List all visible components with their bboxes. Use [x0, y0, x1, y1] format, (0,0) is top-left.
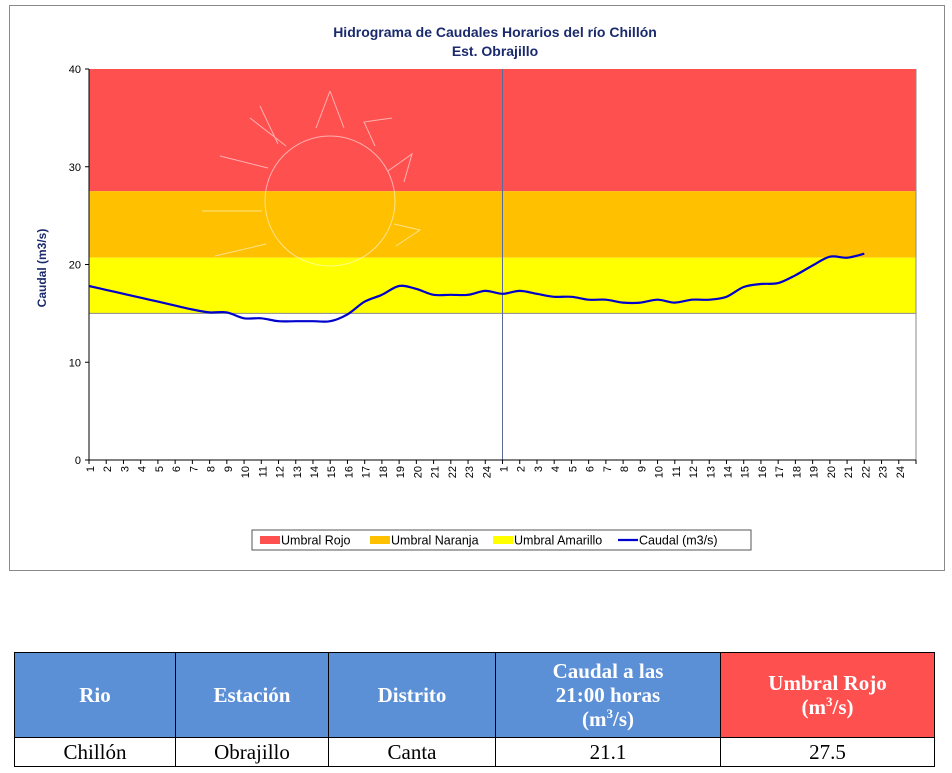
cell-estacion: Obrajillo: [175, 737, 329, 767]
header-caudal: Caudal a las 21:00 horas (m3/s): [495, 652, 721, 738]
x-tick-label: 7: [602, 466, 614, 472]
cell-distrito: Canta: [328, 737, 496, 767]
x-tick-label: 20: [412, 466, 424, 478]
chart-subtitle: Est. Obrajillo: [452, 43, 538, 59]
header-caudal-line2: 21:00 horas: [555, 682, 661, 707]
legend-swatch: [493, 536, 513, 544]
x-tick-label: 5: [567, 466, 579, 472]
x-tick-label: 16: [757, 466, 769, 478]
x-tick-label: 24: [895, 466, 907, 478]
hydrograph-chart: Hidrograma de Caudales Horarios del río …: [35, 24, 917, 551]
y-axis-label: Caudal (m3/s): [35, 229, 49, 308]
legend-swatch: [260, 536, 280, 544]
station-info-table: Rio Estación Distrito Caudal a las 21:00…: [14, 652, 935, 767]
y-tick-label: 40: [69, 64, 81, 76]
legend: Umbral Rojo Umbral Naranja Umbral Amarillo…: [251, 529, 752, 551]
x-tick-label: 21: [843, 466, 855, 478]
x-tick-label: 11: [257, 466, 269, 477]
y-tick-label: 10: [69, 357, 81, 369]
x-tick-label: 7: [188, 466, 200, 472]
x-tick-label: 12: [688, 466, 700, 478]
x-tick-label: 2: [102, 466, 114, 472]
x-tick-labels: 1 2 3 4 5 6 7 8 9 10 11 12 13 14 15 16 17 18 19 20 21 22 23 24 1…: [85, 466, 907, 478]
cell-umbral: 27.5: [720, 737, 935, 767]
x-tick-label: 16: [343, 466, 355, 478]
series-line-caudal: [88, 252, 865, 323]
x-tick-label: 19: [395, 466, 407, 478]
header-rio: Rio: [14, 652, 176, 738]
header-caudal-unit: (m3/s): [582, 706, 634, 732]
x-tick-label: 21: [430, 466, 442, 478]
x-tick-label: 12: [275, 466, 287, 478]
table-row: Chillón Obrajillo Canta 21.1 27.5: [14, 737, 935, 767]
chart-frame: Hidrograma de Caudales Horarios del río …: [9, 5, 945, 571]
x-tick-label: 4: [550, 466, 562, 472]
cell-caudal: 21.1: [495, 737, 721, 767]
x-tick-label: 1: [499, 466, 511, 472]
y-tick-label: 0: [75, 455, 81, 467]
legend-label: Umbral Naranja: [391, 534, 479, 548]
x-tick-label: 8: [619, 466, 631, 472]
legend-label: Umbral Rojo: [281, 534, 351, 548]
x-tick-label: 14: [722, 466, 734, 478]
x-tick-label: 14: [309, 466, 321, 478]
x-tick-label: 10: [240, 466, 252, 478]
x-tick-label: 5: [154, 466, 166, 472]
y-tick-label: 20: [69, 260, 81, 272]
chart-title: Hidrograma de Caudales Horarios del río …: [333, 24, 657, 40]
header-distrito: Distrito: [328, 652, 496, 738]
x-tick-label: 9: [223, 466, 235, 472]
x-tick-label: 17: [774, 466, 786, 478]
x-tick-label: 3: [533, 466, 545, 472]
x-tick-label: 4: [137, 466, 149, 472]
caudal-series: [88, 252, 865, 323]
x-tick-label: 11: [671, 466, 683, 477]
legend-swatch: [370, 536, 390, 544]
cell-rio: Chillón: [14, 737, 176, 767]
y-tick-label: 30: [69, 162, 81, 174]
x-tick-label: 15: [326, 466, 338, 478]
x-tick-label: 9: [636, 466, 648, 472]
header-caudal-line1: Caudal a las: [552, 658, 664, 683]
header-estacion: Estación: [175, 652, 329, 738]
x-tick-label: 23: [878, 466, 890, 478]
x-tick-label: 8: [206, 466, 218, 472]
x-tick-label: 6: [585, 466, 597, 472]
x-tick-label: 1: [85, 466, 97, 472]
x-tick-label: 23: [464, 466, 476, 478]
x-tick-label: 22: [860, 466, 872, 478]
x-tick-label: 3: [119, 466, 131, 472]
header-umbral-unit: (m3/s): [801, 694, 854, 719]
x-tick-label: 13: [705, 466, 717, 478]
x-tick-label: 20: [826, 466, 838, 478]
x-tick-label: 6: [171, 466, 183, 472]
y-tick-labels: 0 10 20 30 40: [69, 64, 81, 467]
x-tick-label: 17: [361, 466, 373, 478]
x-tick-label: 10: [654, 466, 666, 478]
x-tick-label: 24: [481, 466, 493, 478]
x-tick-label: 22: [447, 466, 459, 478]
x-tick-label: 2: [516, 466, 528, 472]
header-umbral-rojo: Umbral Rojo (m3/s): [720, 652, 935, 738]
legend-label: Caudal (m3/s): [639, 534, 718, 548]
header-umbral-line1: Umbral Rojo: [768, 670, 887, 695]
x-tick-label: 19: [809, 466, 821, 478]
legend-label: Umbral Amarillo: [514, 534, 602, 548]
x-tick-label: 18: [791, 466, 803, 478]
x-tick-label: 13: [292, 466, 304, 478]
x-tick-label: 18: [378, 466, 390, 478]
sun-watermark: [202, 90, 422, 267]
x-tick-label: 15: [740, 466, 752, 478]
